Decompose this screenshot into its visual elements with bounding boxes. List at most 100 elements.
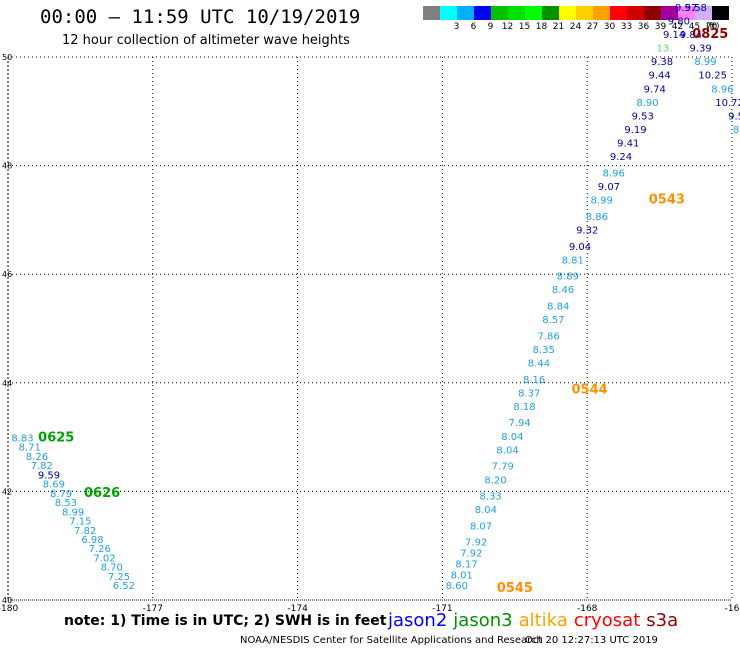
- wave-height-point: 9.39: [689, 44, 711, 55]
- wave-height-point: 9.51: [728, 111, 740, 122]
- wave-height-point: 10.25: [698, 71, 727, 82]
- wave-height-point: 7.25: [108, 572, 130, 583]
- wave-height-point: 7.79: [492, 462, 514, 473]
- wave-height-point: 9.24: [610, 152, 632, 163]
- wave-height-point: 8.33: [480, 492, 502, 503]
- color-scale-label: 24: [569, 22, 582, 32]
- color-scale-cell: [508, 6, 525, 20]
- color-scale-label: 6: [470, 22, 477, 32]
- wave-height-point: 8.70: [101, 563, 123, 574]
- wave-height-point: 8.99: [591, 196, 613, 207]
- pass-time-label: 0544: [572, 383, 608, 398]
- color-scale-cell: [627, 6, 644, 20]
- axis-labels: -180 -177 -174 -171 -168 -16 40 42 44 46 48 50: [0, 53, 740, 614]
- wave-height-point: 9.07: [598, 182, 620, 193]
- wave-height-point: 9.59: [38, 470, 60, 481]
- wave-height-point: 8.86: [586, 212, 608, 223]
- wave-height-point: 9.58: [685, 3, 707, 14]
- legend-item-jason3: jason3: [453, 610, 513, 631]
- color-scale-cell: [542, 6, 559, 20]
- wave-height-point: 8.37: [518, 388, 540, 399]
- color-scale-cell: [678, 6, 695, 20]
- wave-height-point: 8.18: [513, 402, 535, 413]
- wave-height-point: 6.98: [81, 535, 103, 546]
- wave-height-point: 7.82: [31, 461, 53, 472]
- wave-height-point: 9.38: [651, 57, 673, 68]
- y-tick-label: 46: [2, 270, 12, 279]
- color-scale-label: 39: [654, 22, 667, 32]
- data-points: 8.838.718.267.829.598.698.798.538.997.15…: [11, 0, 740, 592]
- x-tick-label: -171: [432, 604, 452, 614]
- wave-height-point: 8.04: [496, 445, 518, 456]
- grid-lines: [7, 56, 733, 601]
- time-annotations: 0625 0626 0545 0544 0543 0825 054: [38, 0, 728, 596]
- wave-height-point: 9.74: [644, 84, 666, 95]
- wave-height-point: 8.90: [636, 98, 658, 109]
- wave-height-point: 8.53: [55, 498, 77, 509]
- wave-height-point: 8.26: [26, 452, 48, 463]
- wave-height-point: 9.14: [663, 30, 685, 41]
- color-scale-label: 36: [637, 22, 650, 32]
- color-scale-label: 33: [620, 22, 633, 32]
- color-scale-label: 42: [671, 22, 684, 32]
- wave-height-point: 8.57: [542, 315, 564, 326]
- wave-height-point: 9.80: [668, 16, 690, 27]
- wave-height-point: 8.71: [19, 443, 41, 454]
- pass-time-label: 0625: [38, 430, 74, 445]
- pass-time-label: 0626: [84, 486, 120, 501]
- color-scale-cell: [593, 6, 610, 20]
- wave-height-point: 7.82: [74, 526, 96, 537]
- color-scale-label: 30: [603, 22, 616, 32]
- satellite-legend: jason2 jason3 altika cryosat s3a: [388, 610, 684, 631]
- color-scale-cell: [695, 6, 712, 20]
- wave-height-point: 8.04: [475, 505, 497, 516]
- color-scale-label: 45: [688, 22, 701, 32]
- color-scale-label: 27: [586, 22, 599, 32]
- wave-height-point: 13.: [656, 44, 672, 55]
- wave-height-point: 7.92: [465, 538, 487, 549]
- color-scale-cell: [576, 6, 593, 20]
- legend-item-cryosat: cryosat: [573, 610, 641, 631]
- pass-time-label: 054: [697, 0, 724, 1]
- wave-height-point: 8.79: [50, 489, 72, 500]
- wave-height-point: 8.84: [547, 301, 569, 312]
- credit-text: NOAA/NESDIS Center for Satellite Applica…: [240, 635, 543, 646]
- wave-height-point: 8.89: [557, 272, 579, 283]
- wave-height-point: 7.15: [69, 517, 91, 528]
- y-tick-label: 44: [2, 379, 12, 388]
- color-scale-cell: [474, 6, 491, 20]
- color-scale-cell: [610, 6, 627, 20]
- color-scale-label: 12: [501, 22, 514, 32]
- color-scale-cell: [457, 6, 474, 20]
- wave-height-point: 8.81: [562, 255, 584, 266]
- color-scale-label: 3: [453, 22, 460, 32]
- wave-height-point: 8.46: [552, 285, 574, 296]
- legend-item-s3a: s3a: [646, 610, 679, 631]
- wave-height-point: 8.52: [733, 125, 740, 136]
- wave-height-point: 9.44: [648, 71, 670, 82]
- wave-height-point: 8.60: [446, 581, 468, 592]
- x-tick-label: -168: [577, 604, 598, 614]
- y-tick-label: 50: [2, 53, 12, 62]
- pass-time-label: 0543: [649, 193, 685, 208]
- wave-height-point: 8.96: [711, 84, 733, 95]
- wave-height-point: 9.53: [632, 111, 654, 122]
- pass-time-label: 0825: [692, 27, 728, 42]
- wave-height-point: 8.07: [470, 521, 492, 532]
- footer-note: note: 1) Time is in UTC; 2) SWH is in fe…: [64, 613, 387, 629]
- color-scale-label: 15: [518, 22, 531, 32]
- wave-height-point: 7.26: [89, 544, 111, 555]
- wave-height-point: 6.52: [113, 581, 135, 592]
- x-tick-label: -174: [287, 604, 308, 614]
- wave-height-point: 7.86: [537, 331, 559, 342]
- color-scale-cell: [491, 6, 508, 20]
- color-scale-cell: [440, 6, 457, 20]
- wave-height-point: 8.01: [451, 570, 473, 581]
- wave-height-point: 8.99: [62, 507, 84, 518]
- plot-border: [7, 56, 733, 601]
- wave-height-point: 8.99: [694, 57, 716, 68]
- wave-height-point: 9.41: [617, 139, 639, 150]
- color-scale-cell: [525, 6, 542, 20]
- color-scale-unit: (ft): [706, 22, 720, 32]
